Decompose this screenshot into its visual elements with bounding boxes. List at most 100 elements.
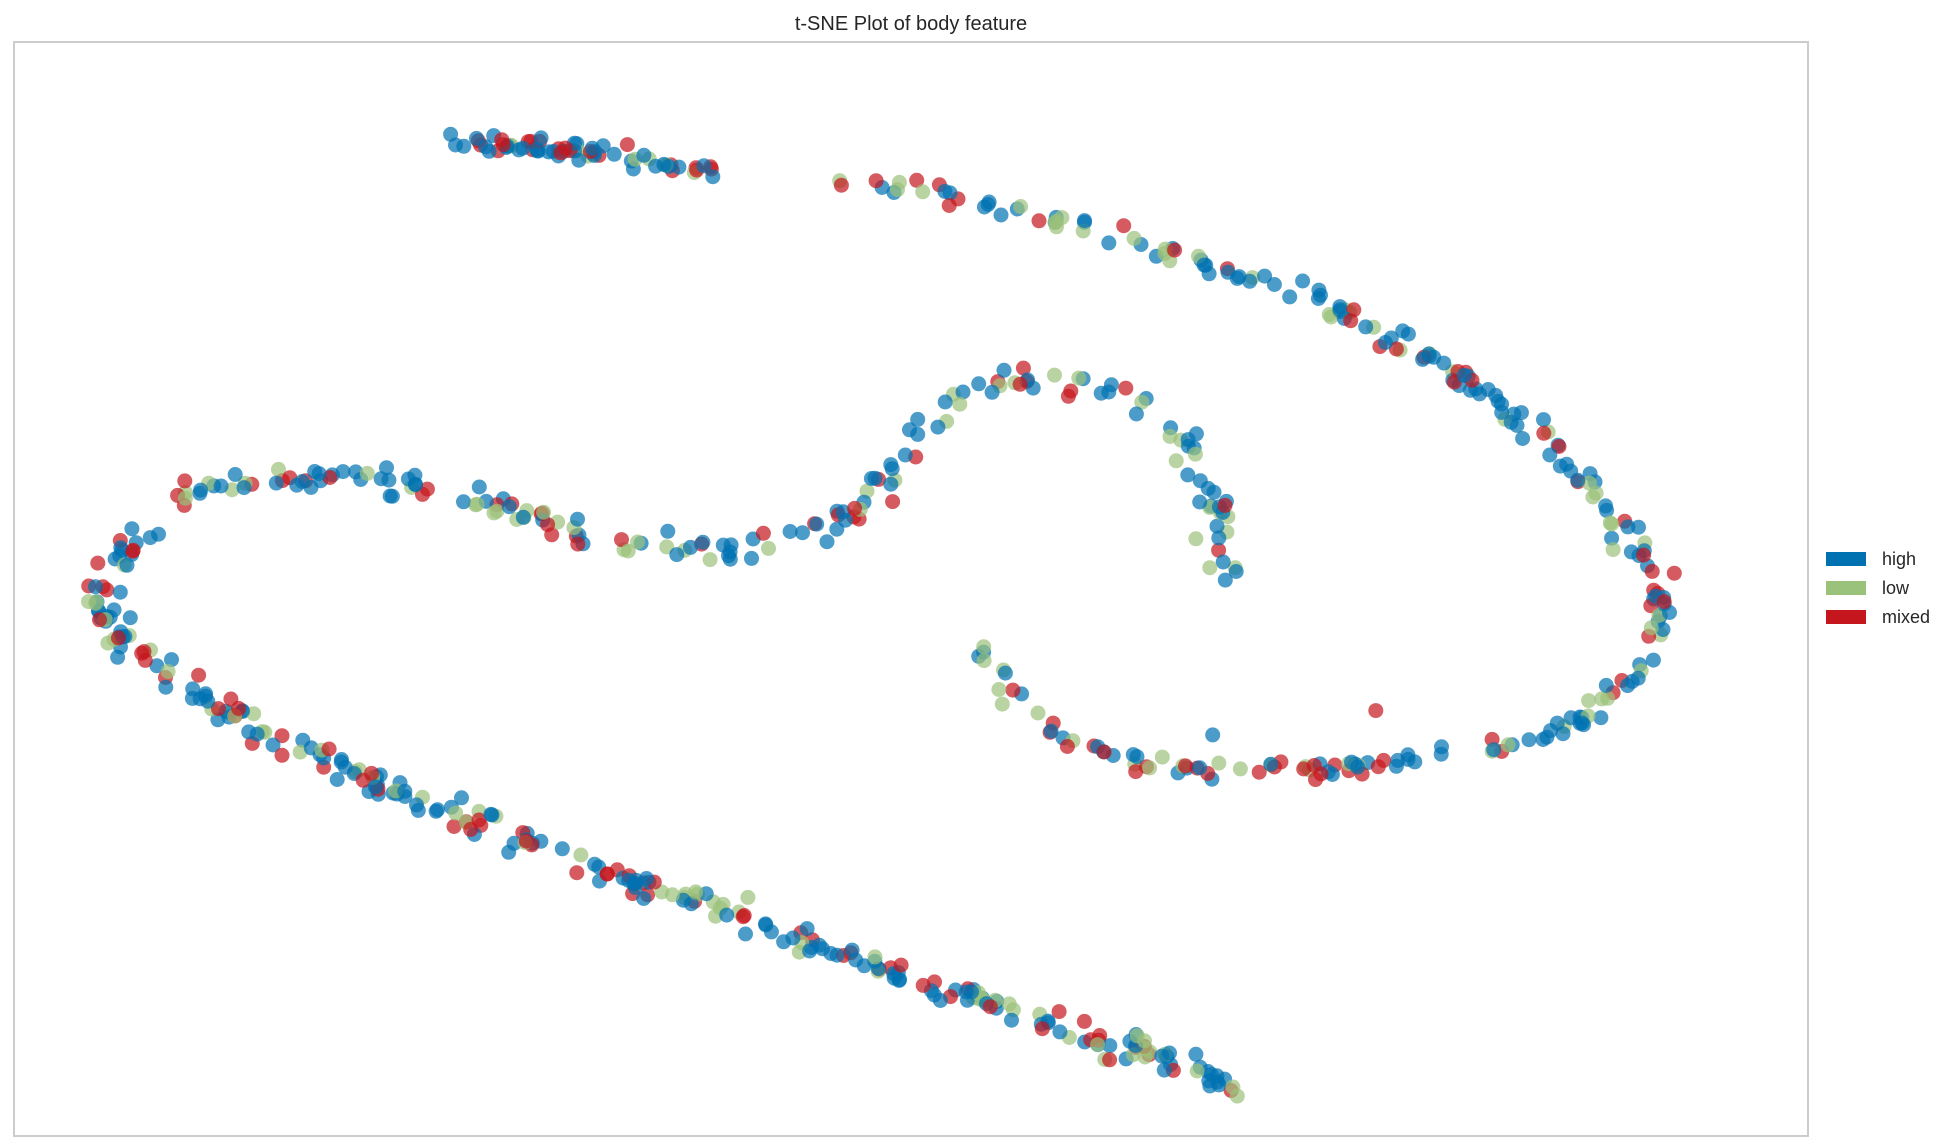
point-high — [844, 942, 860, 958]
point-low — [761, 540, 776, 556]
point-mixed — [210, 701, 226, 717]
point-high — [964, 984, 979, 1000]
point-mixed — [1343, 313, 1359, 329]
point-low — [867, 949, 883, 965]
point-high — [636, 147, 652, 163]
point-mixed — [274, 728, 290, 744]
point-low — [620, 543, 636, 559]
point-mixed — [274, 747, 290, 763]
point-mixed — [1376, 752, 1392, 768]
point-high — [744, 550, 759, 566]
point-high — [1623, 544, 1639, 560]
point-mixed — [1644, 563, 1660, 579]
point-high — [571, 152, 587, 168]
point-high — [409, 797, 424, 813]
point-high — [955, 384, 971, 400]
point-low — [1047, 215, 1063, 231]
point-high — [984, 384, 1000, 400]
point-high — [795, 525, 810, 541]
point-mixed — [1076, 1013, 1092, 1029]
point-high — [142, 530, 158, 546]
point-high — [1503, 414, 1519, 430]
point-high — [1415, 351, 1431, 367]
point-high — [897, 447, 913, 463]
point-mixed — [1636, 547, 1652, 563]
point-mixed — [868, 173, 884, 189]
plot-area-frame — [13, 41, 1809, 1137]
point-low — [915, 184, 931, 200]
point-high — [1358, 319, 1374, 335]
point-high — [124, 521, 140, 537]
point-low — [664, 887, 680, 903]
point-high — [149, 658, 165, 674]
point-high — [719, 907, 735, 923]
point-high — [636, 891, 652, 906]
point-high — [1282, 289, 1298, 305]
point-high — [1129, 749, 1145, 765]
point-low — [1071, 370, 1087, 386]
point-high — [1205, 727, 1221, 743]
point-low — [1187, 446, 1203, 462]
point-high — [1156, 1062, 1172, 1078]
point-high — [696, 158, 712, 174]
point-high — [1434, 739, 1449, 755]
point-high — [738, 926, 753, 942]
point-high — [265, 737, 281, 753]
point-high — [1209, 518, 1225, 534]
point-low — [81, 594, 96, 610]
point-high — [554, 841, 570, 857]
point-high — [379, 460, 394, 476]
point-high — [814, 941, 830, 957]
point-mixed — [446, 819, 462, 834]
point-high — [660, 523, 676, 539]
point-mixed — [231, 700, 247, 716]
point-high — [337, 759, 353, 775]
point-mixed — [755, 525, 771, 541]
point-high — [932, 993, 948, 1008]
point-high — [1521, 732, 1537, 748]
point-high — [993, 207, 1009, 223]
point-high — [1310, 291, 1326, 306]
point-mixed — [1388, 341, 1404, 357]
point-high — [1480, 382, 1496, 397]
point-high — [782, 524, 798, 539]
point-high — [785, 930, 801, 946]
point-high — [1559, 456, 1575, 472]
point-low — [573, 847, 589, 863]
point-low — [952, 396, 968, 412]
point-mixed — [1063, 383, 1079, 399]
point-mixed — [941, 198, 957, 213]
point-mixed — [569, 865, 585, 881]
point-high — [456, 138, 472, 154]
point-low — [1001, 996, 1017, 1012]
point-mixed — [1536, 425, 1552, 441]
point-high — [515, 509, 531, 525]
point-high — [443, 126, 459, 142]
point-mixed — [1034, 1021, 1050, 1037]
point-high — [835, 504, 851, 520]
point-low — [1154, 749, 1170, 765]
point-mixed — [1051, 1004, 1067, 1020]
point-high — [1217, 572, 1233, 588]
point-low — [160, 664, 176, 679]
point-mixed — [1666, 565, 1682, 581]
point-high — [1128, 406, 1144, 422]
point-mixed — [90, 555, 106, 571]
point-high — [1257, 268, 1273, 284]
point-high — [1631, 519, 1646, 535]
point-low — [448, 805, 464, 821]
point-high — [430, 802, 445, 818]
point-high — [1400, 326, 1416, 342]
point-mixed — [494, 132, 510, 148]
point-high — [483, 806, 499, 822]
point-mixed — [110, 630, 126, 646]
point-mixed — [1096, 744, 1112, 760]
point-low — [1090, 1037, 1106, 1053]
point-high — [1093, 385, 1109, 401]
point-low — [536, 504, 552, 520]
point-high — [471, 479, 487, 495]
point-mixed — [1128, 764, 1144, 780]
point-mixed — [915, 977, 931, 993]
